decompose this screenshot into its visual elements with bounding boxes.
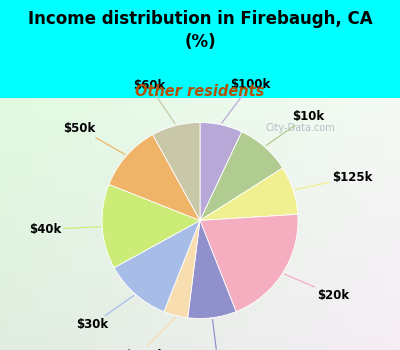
- Wedge shape: [200, 168, 298, 220]
- Text: $125k: $125k: [295, 171, 373, 190]
- Text: Other residents: Other residents: [135, 84, 265, 99]
- Text: $30k: $30k: [76, 295, 134, 331]
- Text: $60k: $60k: [133, 79, 175, 124]
- Text: City-Data.com: City-Data.com: [265, 123, 335, 133]
- Wedge shape: [109, 135, 200, 220]
- Wedge shape: [200, 214, 298, 312]
- Text: $20k: $20k: [284, 274, 350, 302]
- Text: $40k: $40k: [29, 223, 100, 236]
- Text: Income distribution in Firebaugh, CA
(%): Income distribution in Firebaugh, CA (%): [28, 10, 372, 51]
- Wedge shape: [102, 184, 200, 268]
- Text: $10k: $10k: [266, 110, 324, 146]
- Text: $75k: $75k: [201, 320, 234, 350]
- Wedge shape: [114, 220, 200, 312]
- Wedge shape: [200, 122, 242, 220]
- Wedge shape: [164, 220, 200, 318]
- Text: $100k: $100k: [222, 78, 271, 123]
- Wedge shape: [200, 132, 283, 220]
- Wedge shape: [188, 220, 236, 318]
- Text: > $200k: > $200k: [111, 317, 175, 350]
- Wedge shape: [153, 122, 200, 220]
- Text: $50k: $50k: [63, 122, 125, 154]
